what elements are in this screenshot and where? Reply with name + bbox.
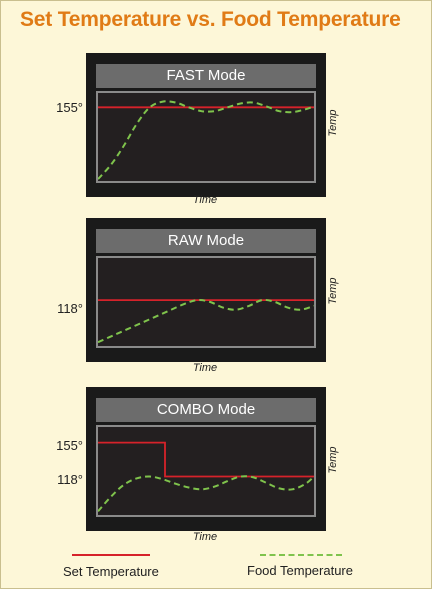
y-tick-label: 155° bbox=[56, 438, 83, 453]
plot-area bbox=[96, 91, 316, 183]
combo-mode-panel: COMBO Mode bbox=[86, 387, 326, 531]
chart-title: COMBO Mode bbox=[96, 398, 316, 422]
legend-set-temperature-label: Set Temperature bbox=[63, 564, 159, 579]
raw-mode-plot bbox=[98, 298, 314, 344]
legend-food-temperature-swatch bbox=[260, 554, 342, 556]
y-tick-label: 118° bbox=[57, 301, 83, 316]
y-axis-label: Temp bbox=[327, 446, 339, 474]
figure-title: Set Temperature vs. Food Temperature bbox=[20, 8, 401, 31]
chart-title: FAST Mode bbox=[96, 64, 316, 88]
fast-mode-panel: FAST Mode bbox=[86, 53, 326, 197]
plot-area bbox=[96, 425, 316, 517]
y-axis-label: Temp bbox=[327, 109, 339, 137]
y-tick-label: 155° bbox=[56, 100, 83, 115]
food-temperature-line bbox=[98, 475, 314, 512]
x-axis-label: Time bbox=[192, 362, 218, 374]
legend-food-temperature-label: Food Temperature bbox=[247, 563, 353, 578]
combo-mode-plot bbox=[98, 441, 314, 512]
y-axis-label: Temp bbox=[327, 277, 339, 305]
chart-title: RAW Mode bbox=[96, 229, 316, 253]
legend-set-temperature-swatch bbox=[72, 554, 150, 556]
food-temperature-line bbox=[98, 100, 314, 180]
raw-mode-panel: RAW Mode bbox=[86, 218, 326, 362]
fast-mode-plot bbox=[98, 100, 314, 180]
plot-area bbox=[96, 256, 316, 348]
set-temperature-line bbox=[98, 441, 314, 478]
food-temperature-line bbox=[98, 298, 314, 344]
y-tick-label: 118° bbox=[57, 472, 83, 487]
x-axis-label: Time bbox=[192, 194, 218, 206]
x-axis-label: Time bbox=[192, 531, 218, 543]
